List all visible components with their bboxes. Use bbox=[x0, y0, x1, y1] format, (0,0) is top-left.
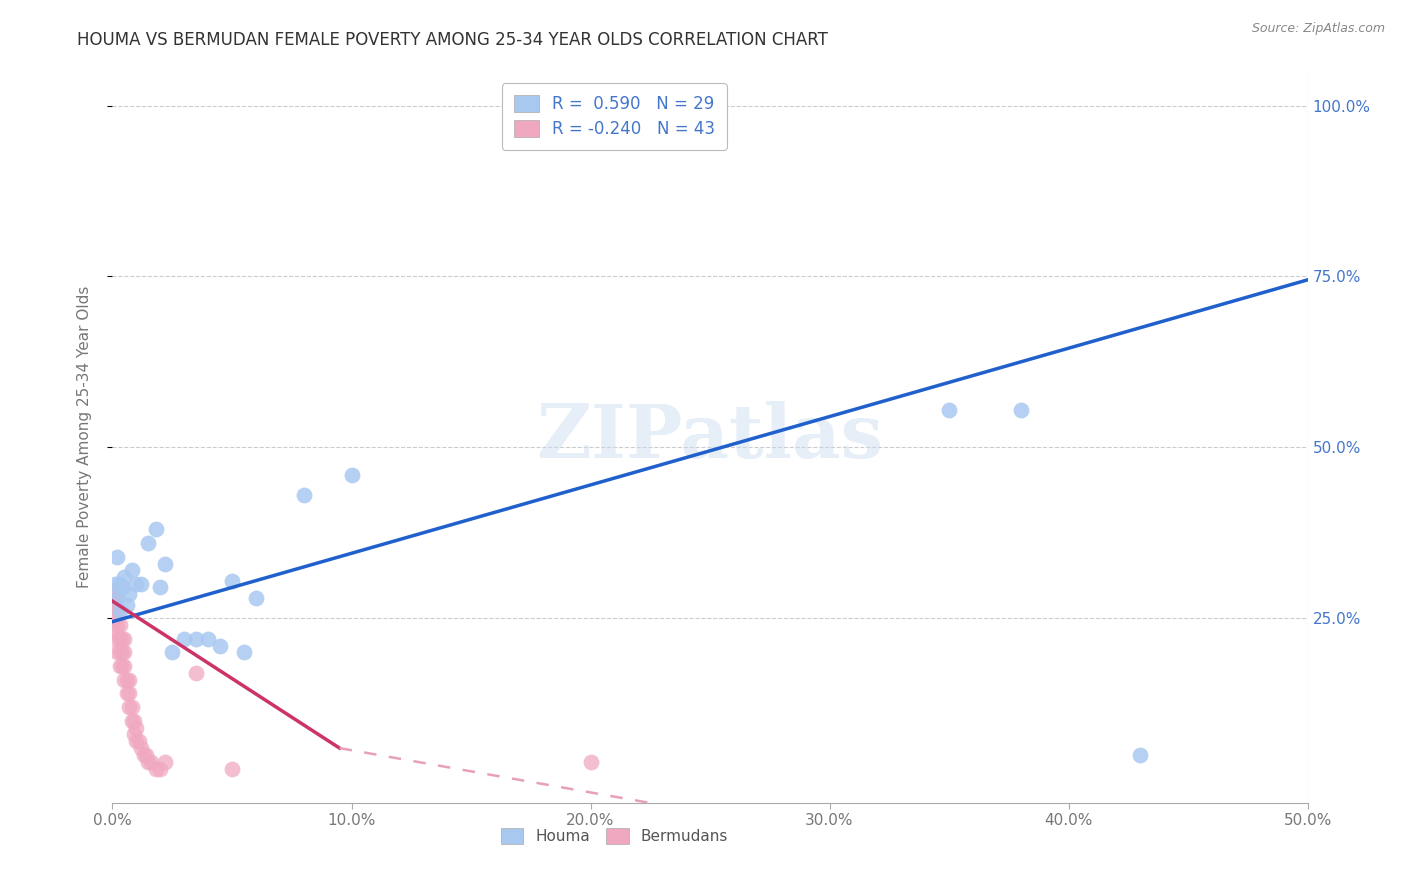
Point bbox=[125, 577, 148, 591]
Point bbox=[162, 645, 183, 659]
Point bbox=[114, 645, 135, 659]
Point bbox=[108, 604, 131, 618]
Point bbox=[153, 755, 176, 769]
Point bbox=[118, 587, 141, 601]
Point bbox=[245, 591, 267, 605]
Point bbox=[114, 673, 135, 687]
Point bbox=[111, 645, 134, 659]
Point bbox=[105, 645, 128, 659]
Point bbox=[145, 522, 167, 536]
Point bbox=[104, 624, 127, 639]
Point bbox=[340, 467, 363, 482]
Point bbox=[1010, 402, 1032, 417]
Point bbox=[118, 700, 141, 714]
Point bbox=[125, 721, 148, 735]
Point bbox=[135, 747, 157, 762]
Point bbox=[104, 598, 127, 612]
Point bbox=[108, 632, 131, 646]
Point bbox=[1129, 747, 1152, 762]
Point bbox=[145, 762, 167, 776]
Point bbox=[111, 632, 134, 646]
Point bbox=[938, 402, 960, 417]
Point bbox=[104, 611, 127, 625]
Point bbox=[125, 734, 148, 748]
Point bbox=[186, 632, 208, 646]
Point bbox=[186, 665, 208, 680]
Point bbox=[579, 755, 602, 769]
Point bbox=[104, 577, 127, 591]
Point bbox=[128, 734, 150, 748]
Point bbox=[221, 762, 243, 776]
Point bbox=[108, 659, 131, 673]
Point bbox=[105, 591, 128, 605]
Point bbox=[115, 673, 138, 687]
Point bbox=[101, 583, 124, 598]
Point bbox=[118, 673, 141, 687]
Point bbox=[105, 549, 128, 564]
Point bbox=[115, 598, 138, 612]
Point bbox=[121, 714, 143, 728]
Point bbox=[209, 639, 232, 653]
Point bbox=[108, 577, 131, 591]
Point bbox=[111, 581, 134, 595]
Point bbox=[138, 536, 160, 550]
Point bbox=[233, 645, 256, 659]
Point bbox=[115, 686, 138, 700]
Text: ZIPatlas: ZIPatlas bbox=[537, 401, 883, 474]
Point bbox=[221, 574, 243, 588]
Text: HOUMA VS BERMUDAN FEMALE POVERTY AMONG 25-34 YEAR OLDS CORRELATION CHART: HOUMA VS BERMUDAN FEMALE POVERTY AMONG 2… bbox=[77, 31, 828, 49]
Point bbox=[108, 618, 131, 632]
Point bbox=[114, 659, 135, 673]
Point bbox=[139, 755, 162, 769]
Point bbox=[104, 591, 127, 605]
Point bbox=[105, 604, 128, 618]
Point bbox=[122, 714, 145, 728]
Point bbox=[149, 762, 172, 776]
Point bbox=[121, 563, 143, 577]
Point bbox=[132, 747, 155, 762]
Point bbox=[105, 618, 128, 632]
Point bbox=[105, 632, 128, 646]
Point bbox=[114, 632, 135, 646]
Point bbox=[173, 632, 195, 646]
Text: Source: ZipAtlas.com: Source: ZipAtlas.com bbox=[1251, 22, 1385, 36]
Point bbox=[129, 741, 152, 756]
Point bbox=[197, 632, 219, 646]
Point bbox=[108, 645, 131, 659]
Point bbox=[122, 727, 145, 741]
Point bbox=[138, 755, 160, 769]
Point bbox=[153, 557, 176, 571]
Point bbox=[129, 577, 152, 591]
Point bbox=[149, 581, 172, 595]
Point bbox=[111, 659, 134, 673]
Y-axis label: Female Poverty Among 25-34 Year Olds: Female Poverty Among 25-34 Year Olds bbox=[77, 286, 91, 588]
Point bbox=[292, 488, 315, 502]
Point bbox=[114, 570, 135, 584]
Legend: Houma, Bermudans: Houma, Bermudans bbox=[495, 822, 734, 850]
Point bbox=[118, 686, 141, 700]
Point bbox=[121, 700, 143, 714]
